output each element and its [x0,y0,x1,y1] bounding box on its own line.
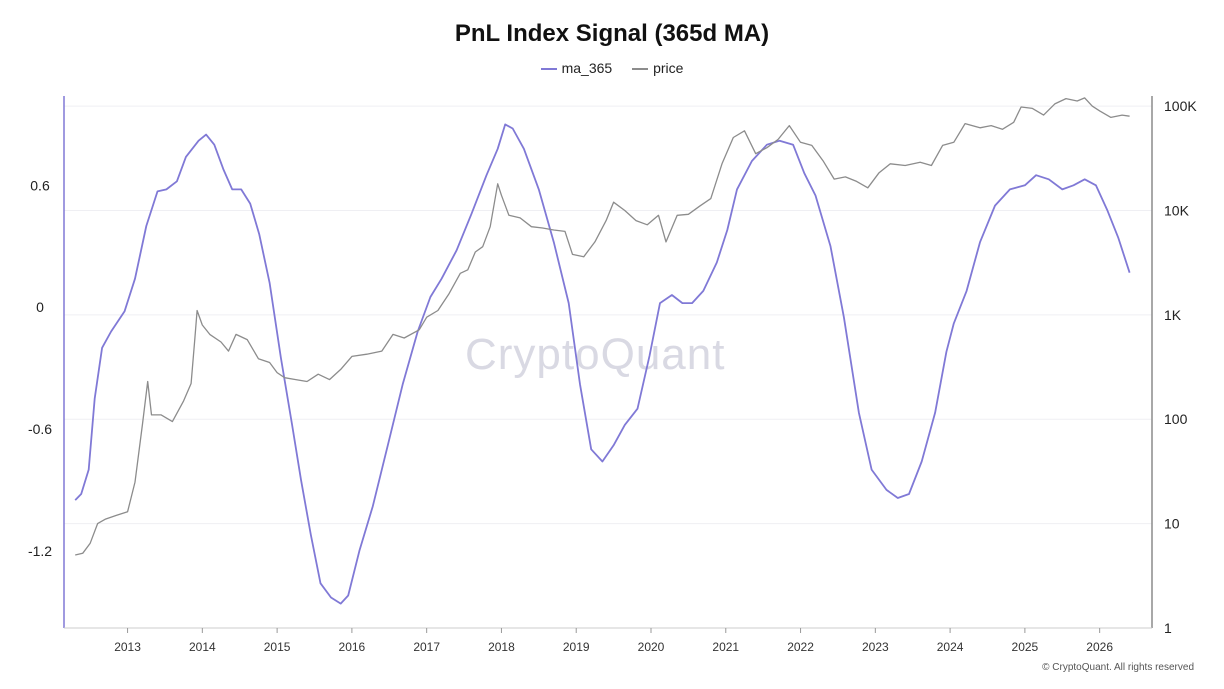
chart-legend: ma_365 price [0,60,1224,76]
legend-item-ma365[interactable]: ma_365 [540,60,613,76]
x-tick-label: 2022 [787,640,814,654]
right-tick-label: 100 [1164,411,1188,427]
legend-swatch-price [632,68,649,71]
x-tick-label: 2017 [413,640,440,654]
legend-label-price: price [653,60,684,76]
x-tick-label: 2015 [264,640,291,654]
left-tick-label: -1.2 [28,543,52,559]
copyright-notice: © CryptoQuant. All rights reserved [1042,662,1194,673]
x-tick-label: 2020 [638,640,665,654]
right-tick-label: 1 [1164,620,1172,636]
x-tick-label: 2024 [937,640,964,654]
left-tick-label: 0 [36,299,44,315]
x-tick-label: 2016 [339,640,366,654]
legend-swatch-ma365 [540,68,557,71]
left-tick-label: 0.6 [30,177,50,193]
series-line-ma_365 [74,123,1131,605]
legend-label-ma365: ma_365 [561,60,613,76]
chart-title: PnL Index Signal (365d MA) [454,20,770,47]
series-line-price [75,97,1130,556]
right-tick-label: 1K [1164,307,1182,323]
x-tick-label: 2019 [563,640,590,654]
x-tick-label: 2026 [1086,640,1113,654]
right-tick-label: 10 [1164,516,1180,532]
right-tick-label: 10K [1164,202,1190,218]
right-tick-label: 100K [1164,98,1197,114]
left-tick-label: -0.6 [28,421,52,437]
watermark-logo: CryptoQuant [465,330,726,379]
x-tick-label: 2025 [1012,640,1039,654]
x-tick-label: 2021 [712,640,739,654]
x-tick-label: 2013 [114,640,141,654]
x-tick-label: 2018 [488,640,515,654]
x-tick-label: 2014 [189,640,216,654]
legend-item-price[interactable]: price [632,60,683,76]
x-tick-label: 2023 [862,640,889,654]
